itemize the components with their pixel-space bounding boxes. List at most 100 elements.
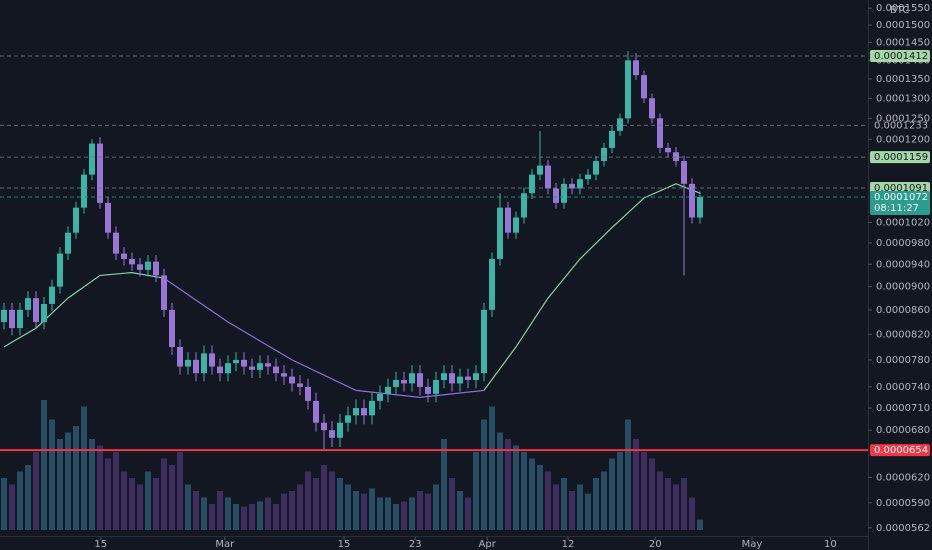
y-tick-label: 0.0001450 bbox=[876, 37, 930, 48]
candle-body bbox=[273, 366, 279, 374]
volume-bar bbox=[177, 452, 183, 530]
candle-body bbox=[505, 207, 511, 233]
volume-bar bbox=[649, 458, 655, 530]
x-tick-label: 15 bbox=[338, 539, 351, 550]
y-tick-label: 0.0000980 bbox=[876, 238, 930, 249]
candle-body bbox=[649, 98, 655, 119]
volume-bar bbox=[265, 497, 271, 530]
candle-body bbox=[217, 366, 223, 374]
candle-body bbox=[249, 366, 255, 370]
volume-bar bbox=[553, 484, 559, 530]
candle-body bbox=[209, 353, 215, 367]
volume-bar bbox=[81, 406, 87, 530]
volume-bar bbox=[689, 497, 695, 530]
volume-bar bbox=[537, 465, 543, 530]
volume-bar bbox=[185, 484, 191, 530]
candle-body bbox=[537, 165, 543, 175]
volume-bar bbox=[481, 419, 487, 530]
candle-body bbox=[385, 386, 391, 394]
candle-body bbox=[529, 174, 535, 194]
volume-bar bbox=[121, 471, 127, 530]
volume-bar bbox=[241, 506, 247, 530]
volume-bar bbox=[561, 478, 567, 530]
volume-bar bbox=[673, 484, 679, 530]
x-tick-label: 23 bbox=[409, 539, 422, 550]
volume-bar bbox=[441, 439, 447, 530]
candle-body bbox=[321, 422, 327, 431]
x-tick-label: 12 bbox=[562, 539, 575, 550]
y-tick-label: 0.0000590 bbox=[876, 498, 930, 509]
x-tick-label: Apr bbox=[479, 539, 497, 550]
candle-body bbox=[201, 353, 207, 374]
candle-body bbox=[657, 118, 663, 148]
volume-bar bbox=[1, 478, 7, 530]
volume-bar bbox=[65, 432, 71, 530]
volume-bar bbox=[257, 501, 263, 530]
candle-body bbox=[345, 415, 351, 423]
y-tick-label: 0.0001500 bbox=[876, 20, 930, 31]
volume-bar bbox=[377, 497, 383, 530]
y-tick-label: 0.0001200 bbox=[876, 134, 930, 145]
volume-bar bbox=[297, 484, 303, 530]
candle-body bbox=[521, 193, 527, 218]
candle-body bbox=[57, 253, 63, 287]
candle-body bbox=[337, 422, 343, 438]
volume-bar bbox=[385, 497, 391, 530]
volume-bar bbox=[57, 439, 63, 530]
moving-average-line bbox=[483, 183, 701, 391]
candle-body bbox=[265, 363, 271, 367]
volume-bar bbox=[697, 519, 703, 530]
volume-bar bbox=[545, 471, 551, 530]
candle-body bbox=[545, 165, 551, 189]
volume-bar bbox=[609, 458, 615, 530]
volume-bar bbox=[153, 478, 159, 530]
candle-body bbox=[697, 197, 703, 218]
candle-body bbox=[113, 232, 119, 254]
candle-body bbox=[185, 359, 191, 367]
y-tick-label: 0.0001350 bbox=[876, 74, 930, 85]
volume-bar bbox=[305, 471, 311, 530]
candle-body bbox=[633, 60, 639, 76]
volume-bar bbox=[193, 491, 199, 530]
candle-body bbox=[129, 258, 135, 265]
volume-bar bbox=[401, 501, 407, 530]
volume-bar bbox=[201, 497, 207, 530]
candle-body bbox=[625, 60, 631, 119]
candle-body bbox=[169, 309, 175, 347]
volume-bar bbox=[209, 504, 215, 530]
y-tick-label: 0.0000740 bbox=[876, 382, 930, 393]
volume-bar bbox=[529, 458, 535, 530]
candle-body bbox=[49, 286, 55, 304]
axis-unit: BTC bbox=[890, 5, 909, 16]
candle-body bbox=[609, 130, 615, 148]
candle-body bbox=[1, 309, 7, 322]
candle-body bbox=[425, 386, 431, 394]
moving-average-line bbox=[163, 277, 485, 399]
candle-body bbox=[369, 400, 375, 416]
volume-bar bbox=[497, 432, 503, 530]
candle-body bbox=[65, 232, 71, 254]
volume-bar bbox=[289, 491, 295, 530]
volume-bar bbox=[593, 478, 599, 530]
y-tick-label: 0.0001250 bbox=[876, 113, 930, 124]
volume-bar bbox=[337, 478, 343, 530]
volume-bar bbox=[313, 478, 319, 530]
candle-body bbox=[473, 373, 479, 381]
candle-body bbox=[577, 179, 583, 189]
volume-bar bbox=[665, 478, 671, 530]
volume-bar bbox=[353, 491, 359, 530]
volume-bar bbox=[681, 478, 687, 530]
volume-bar bbox=[105, 458, 111, 530]
x-tick-label: 20 bbox=[649, 539, 662, 550]
candle-body bbox=[305, 386, 311, 401]
candle-body bbox=[233, 359, 239, 364]
candle-body bbox=[121, 253, 127, 259]
volume-bar bbox=[129, 478, 135, 530]
y-tick-label: 0.0001300 bbox=[876, 93, 930, 104]
volume-bar bbox=[321, 465, 327, 530]
candle-body bbox=[225, 363, 231, 374]
candle-body bbox=[9, 309, 15, 329]
price-label: 0.0001091 bbox=[874, 183, 928, 194]
candle-body bbox=[689, 183, 695, 218]
